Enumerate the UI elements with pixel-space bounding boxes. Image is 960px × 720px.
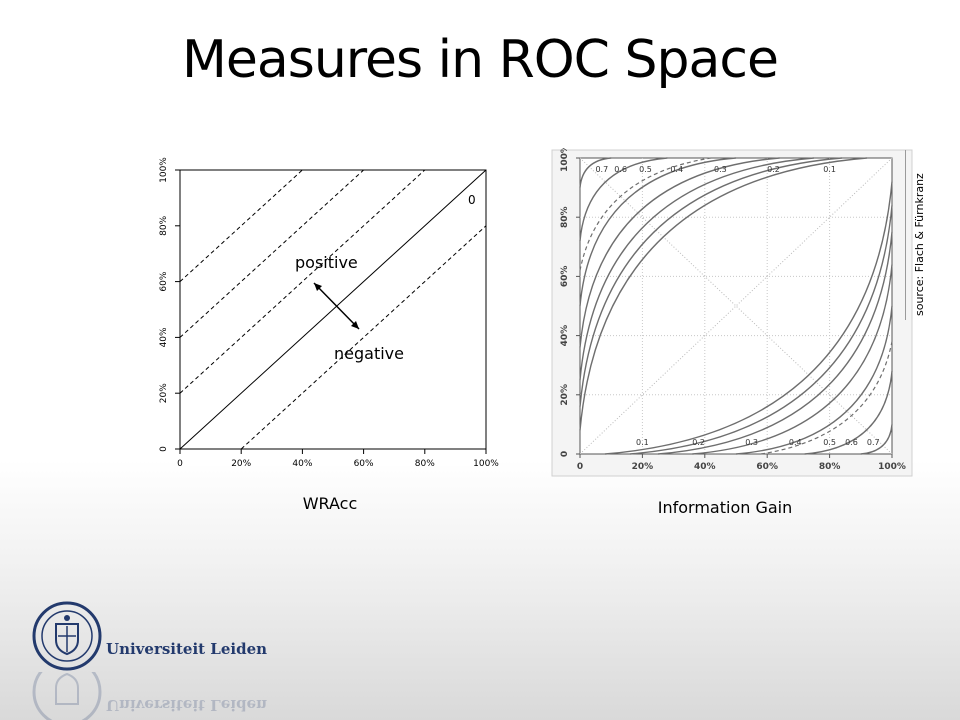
ig-x-tick-label: 40% — [694, 462, 716, 472]
wracc-x-tick-label: 60% — [354, 459, 374, 469]
ig-upper-isometric — [579, 157, 780, 348]
ig-dashed-upper-isometric — [579, 157, 712, 271]
arrow-head-down — [351, 321, 359, 329]
wracc-isometric-lines — [179, 169, 487, 450]
ig-contour-labels: 0.7 0.6 0.5 0.4 0.3 0.2 0.1 0.1 0.2 0.3 0.4 0.5 0.6 0… — [595, 165, 879, 447]
ig-lower-contour-label: 0.7 — [867, 438, 880, 447]
ig-y-tick-label: 100% — [560, 148, 570, 172]
leiden-seal-reflection-icon — [32, 672, 102, 720]
arrow-head-up — [314, 283, 322, 291]
ig-y-tick-label: 60% — [560, 266, 570, 288]
ig-plot-frame — [579, 157, 893, 455]
ig-x-tick-label: 60% — [756, 462, 778, 472]
ig-upper-contour-label: 0.4 — [670, 165, 683, 174]
wracc-plot-frame — [179, 169, 487, 450]
ig-lower-isometric — [860, 424, 893, 455]
information-gain-caption: Information Gain — [657, 498, 793, 517]
wracc-dashed-isometric — [179, 169, 426, 394]
wracc-x-tick-label: 0 — [177, 459, 183, 469]
ig-upper-contour-label: 0.1 — [823, 165, 836, 174]
ig-upper-contour-label: 0.6 — [614, 165, 627, 174]
wracc-plot-background — [178, 168, 486, 466]
wracc-x-tick-label: 20% — [231, 459, 251, 469]
ig-upper-isometric — [579, 157, 868, 431]
ig-upper-isometric — [579, 157, 737, 307]
wracc-y-tick-label: 40% — [159, 327, 169, 347]
ig-lower-contour-label: 0.2 — [692, 438, 705, 447]
ig-y-tick-label: 0 — [560, 451, 570, 457]
ig-upper-isometric — [579, 157, 815, 381]
wracc-dashed-isometric — [240, 225, 487, 450]
ig-lower-contour-label: 0.4 — [789, 438, 802, 447]
ig-x-tick-label: 100% — [878, 462, 906, 472]
ig-isometric-curves — [579, 157, 893, 455]
ig-upper-contour-label: 0.5 — [639, 165, 652, 174]
ig-y-tick-label: 40% — [560, 325, 570, 347]
wracc-caption: WRAcc — [302, 494, 358, 513]
wracc-diagonal — [179, 169, 487, 450]
logo-reflection: Universiteit Leiden — [32, 672, 272, 720]
ig-dashed-lower-isometric — [760, 341, 893, 455]
ig-lower-isometric — [657, 231, 893, 455]
positive-label: positive — [295, 253, 358, 272]
ig-upper-isometric — [579, 157, 843, 407]
ig-lower-contour-label: 0.5 — [823, 438, 836, 447]
ig-lower-isometric — [604, 181, 893, 455]
wracc-y-axis: 0 20% 40% 60% 80% 100% — [159, 157, 180, 452]
wracc-x-tick-label: 80% — [415, 459, 435, 469]
wracc-x-tick-label: 100% — [473, 459, 499, 469]
wracc-y-tick-label: 60% — [159, 271, 169, 291]
ig-y-tick-label: 80% — [560, 206, 570, 228]
wracc-y-tick-label: 20% — [159, 383, 169, 403]
ig-lower-contour-label: 0.1 — [636, 438, 649, 447]
wracc-y-tick-label: 100% — [159, 157, 169, 183]
ig-lower-isometric — [735, 305, 893, 455]
wracc-contour-label: 0 — [468, 193, 476, 207]
wracc-y-tick-label: 80% — [159, 215, 169, 235]
ig-upper-contour-label: 0.7 — [595, 165, 608, 174]
ig-lower-contour-label: 0.3 — [745, 438, 758, 447]
university-name: Universiteit Leiden — [106, 640, 268, 658]
ig-lower-isometric — [692, 264, 893, 455]
ig-y-axis: 0 20% 40% 60% 80% 100% — [560, 148, 580, 457]
ig-grid — [579, 157, 893, 455]
university-name-reflection: Universiteit Leiden — [106, 696, 268, 714]
negative-label: negative — [334, 344, 404, 363]
wracc-x-axis: 0 20% 40% 60% 80% 100% — [177, 449, 499, 469]
ig-lower-isometric — [804, 371, 893, 455]
wracc-isometrics-plot: 0 20% 40% 60% 80% 100% 0 20% 40% 60% 80% 100% 0 — [159, 157, 499, 469]
ig-upper-isometric — [579, 157, 668, 241]
ig-upper-contour-label: 0.3 — [714, 165, 727, 174]
ig-y-tick-label: 20% — [560, 384, 570, 406]
wracc-y-tick-label: 0 — [159, 446, 169, 452]
slide-title: Measures in ROC Space — [182, 30, 779, 90]
ig-lower-contour-label: 0.6 — [845, 438, 858, 447]
ig-x-axis: 0 20% 40% 60% 80% 100% — [577, 454, 906, 472]
ig-upper-contour-label: 0.2 — [767, 165, 780, 174]
ig-lower-isometric — [629, 205, 893, 455]
ig-upper-isometric — [579, 157, 612, 188]
ig-x-tick-label: 80% — [819, 462, 841, 472]
double-arrow-line — [313, 282, 360, 330]
leiden-seal-icon — [32, 601, 102, 671]
information-gain-isometrics-plot: 0.7 0.6 0.5 0.4 0.3 0.2 0.1 0.1 0.2 0.3 0.4 0.5 0.6 0… — [551, 148, 913, 477]
ig-x-tick-label: 0 — [577, 462, 583, 472]
source-note: source: Flach & Fürnkranz — [913, 173, 926, 316]
source-divider — [905, 150, 906, 320]
ig-x-tick-label: 20% — [632, 462, 654, 472]
wracc-x-tick-label: 40% — [292, 459, 312, 469]
